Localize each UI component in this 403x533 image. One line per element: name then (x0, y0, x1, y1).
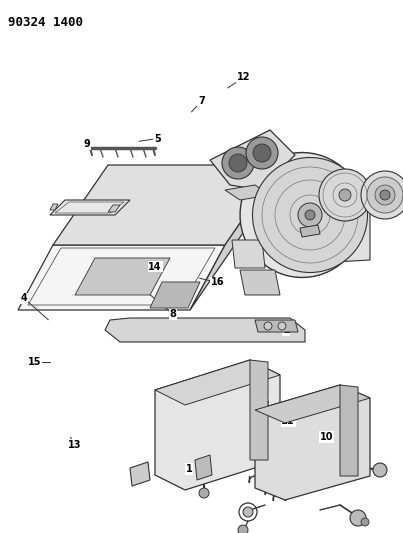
Polygon shape (255, 385, 370, 500)
Circle shape (199, 488, 209, 498)
Polygon shape (130, 462, 150, 486)
Text: 2: 2 (283, 326, 289, 335)
Circle shape (253, 144, 271, 162)
Polygon shape (280, 165, 370, 265)
Polygon shape (50, 204, 58, 210)
Text: 6: 6 (283, 171, 289, 181)
Polygon shape (240, 270, 280, 295)
Text: 4: 4 (21, 294, 27, 303)
Text: 8: 8 (170, 310, 177, 319)
Ellipse shape (253, 157, 368, 272)
Text: 1: 1 (186, 464, 193, 474)
Text: 5: 5 (154, 134, 160, 143)
Polygon shape (53, 165, 280, 245)
Text: 16: 16 (211, 278, 224, 287)
Text: 90324 1400: 90324 1400 (8, 16, 83, 29)
Polygon shape (195, 455, 212, 480)
Circle shape (350, 510, 366, 526)
Circle shape (361, 518, 369, 526)
Polygon shape (210, 130, 295, 190)
Polygon shape (240, 152, 364, 278)
Polygon shape (232, 240, 265, 268)
Polygon shape (340, 385, 358, 476)
Text: 7: 7 (198, 96, 205, 106)
Text: 14: 14 (148, 262, 162, 271)
Circle shape (339, 189, 351, 201)
Polygon shape (105, 318, 305, 342)
Circle shape (278, 322, 286, 330)
Circle shape (222, 147, 254, 179)
Circle shape (229, 154, 247, 172)
Polygon shape (150, 282, 200, 308)
Polygon shape (255, 385, 370, 423)
Circle shape (238, 525, 248, 533)
Text: 13: 13 (68, 440, 81, 450)
Circle shape (298, 203, 322, 227)
Text: 10: 10 (320, 432, 333, 442)
Text: 11: 11 (281, 416, 295, 426)
Circle shape (373, 463, 387, 477)
Text: 9: 9 (83, 139, 90, 149)
Circle shape (305, 210, 315, 220)
Text: 15: 15 (27, 358, 41, 367)
Circle shape (361, 171, 403, 219)
Polygon shape (75, 258, 170, 295)
Polygon shape (155, 360, 280, 490)
Polygon shape (50, 200, 130, 215)
Circle shape (367, 177, 403, 213)
Ellipse shape (319, 169, 371, 221)
Circle shape (246, 137, 278, 169)
Polygon shape (190, 165, 280, 310)
Polygon shape (370, 183, 375, 208)
Circle shape (264, 322, 272, 330)
Polygon shape (255, 320, 298, 332)
Polygon shape (225, 185, 270, 200)
Circle shape (243, 507, 253, 517)
Polygon shape (300, 225, 320, 237)
Text: 12: 12 (237, 72, 251, 82)
Circle shape (380, 190, 390, 200)
Polygon shape (155, 360, 280, 405)
Polygon shape (250, 360, 268, 460)
Polygon shape (18, 245, 225, 310)
Text: 3: 3 (263, 400, 269, 410)
Circle shape (375, 185, 395, 205)
Polygon shape (108, 205, 120, 212)
